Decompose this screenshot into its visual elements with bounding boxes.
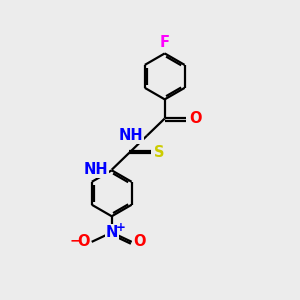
Text: NH: NH — [84, 162, 108, 177]
Text: −: − — [70, 233, 81, 248]
Text: F: F — [160, 35, 170, 50]
Text: NH: NH — [119, 128, 143, 143]
Text: +: + — [116, 220, 126, 234]
Text: O: O — [190, 111, 202, 126]
Text: N: N — [106, 225, 118, 240]
Text: S: S — [154, 145, 165, 160]
Text: O: O — [133, 234, 146, 249]
Text: O: O — [78, 234, 90, 249]
